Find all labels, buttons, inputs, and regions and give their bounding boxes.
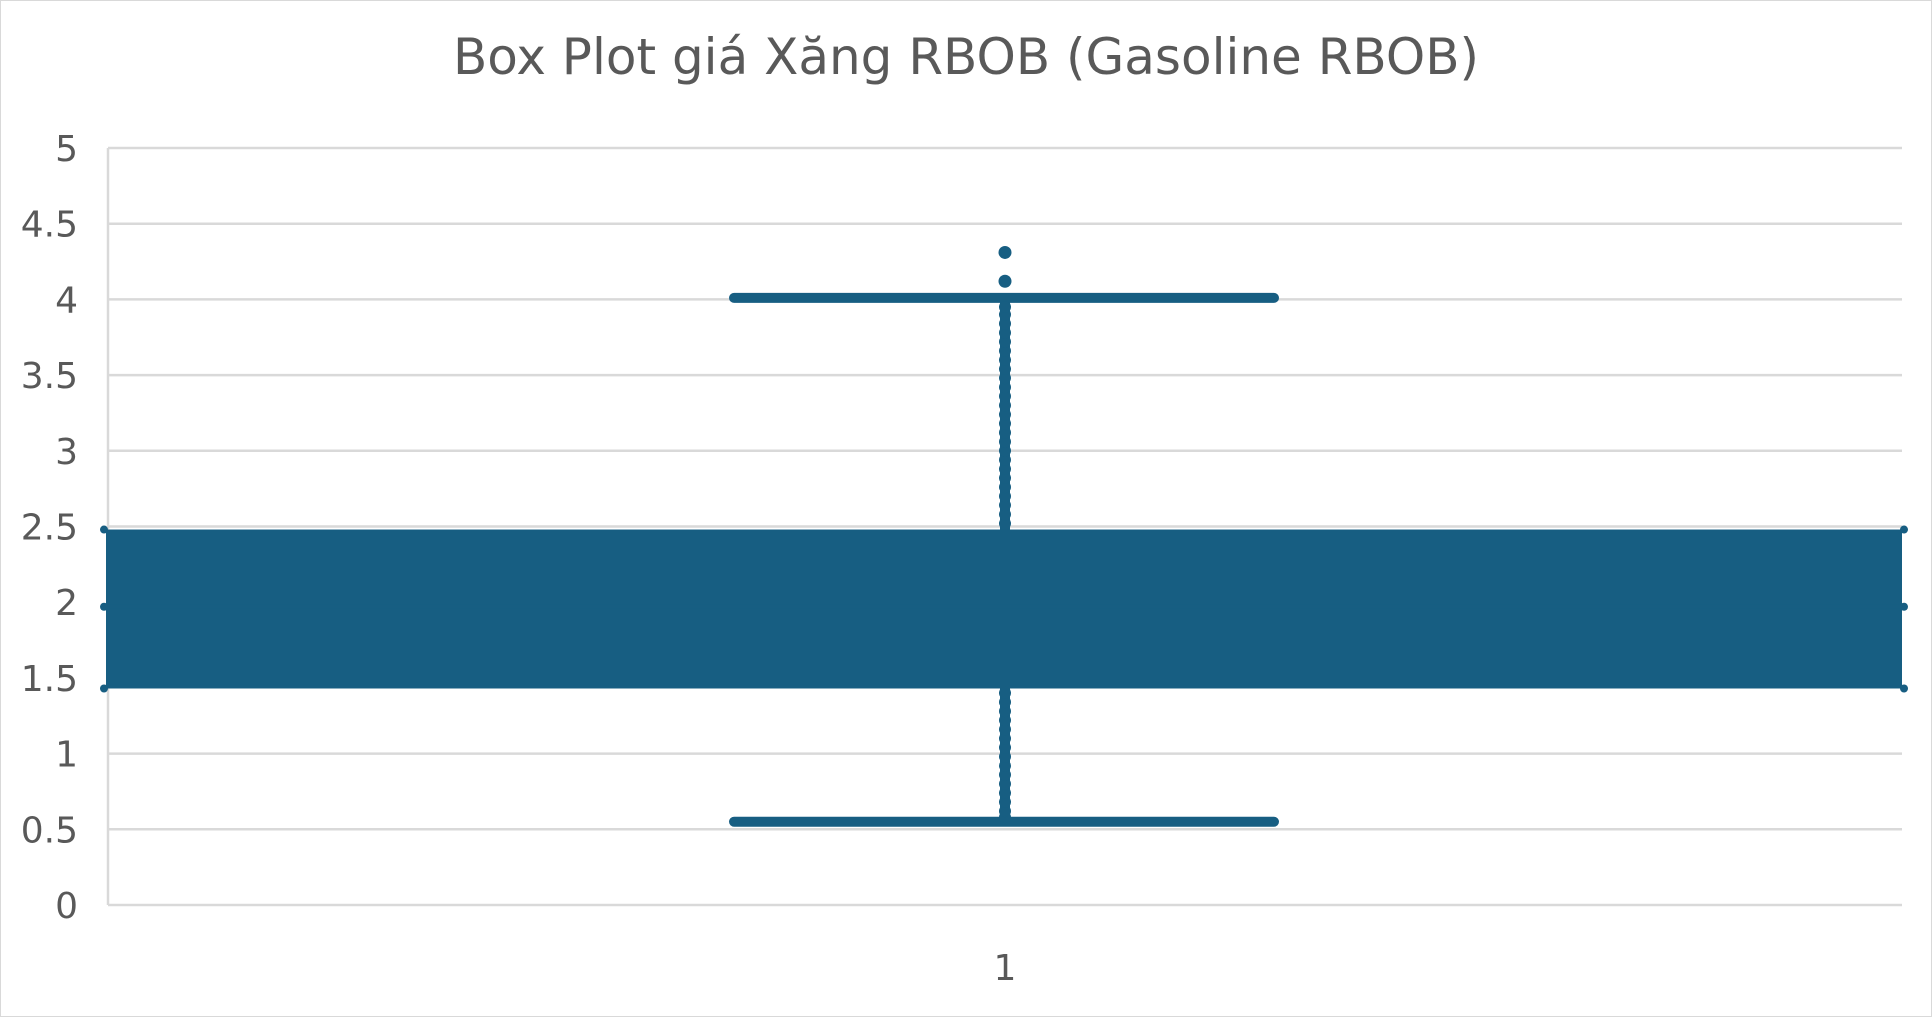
outlier-point (998, 274, 1012, 288)
data-point (999, 705, 1011, 718)
box-edge-marker (1900, 602, 1908, 611)
box-edge-marker (1900, 684, 1908, 693)
data-point (999, 723, 1011, 736)
y-tick-label: 4.5 (21, 205, 78, 246)
data-point (999, 687, 1011, 700)
data-point (999, 499, 1011, 512)
data-point (999, 759, 1011, 772)
data-point (999, 363, 1011, 376)
data-point (999, 390, 1011, 403)
data-point (999, 300, 1011, 313)
data-point (999, 508, 1011, 521)
data-point (999, 796, 1011, 809)
iqr-box (106, 529, 1902, 689)
x-tick-label: 1 (994, 948, 1017, 989)
y-tick-label: 0.5 (21, 810, 78, 851)
data-point (999, 481, 1011, 494)
data-point (999, 408, 1011, 421)
box-edge-marker (1900, 525, 1908, 534)
box-edge-marker (100, 525, 108, 534)
data-point (999, 344, 1011, 357)
data-point (999, 777, 1011, 790)
data-point (999, 453, 1011, 466)
data-point (999, 462, 1011, 475)
box-edge-marker (100, 684, 108, 693)
y-tick-label: 3.5 (21, 356, 78, 397)
data-point (999, 750, 1011, 763)
data-point (999, 335, 1011, 348)
data-point (999, 426, 1011, 439)
y-tick-label: 1.5 (21, 659, 78, 700)
data-point (999, 381, 1011, 394)
data-point (999, 317, 1011, 330)
y-tick-label: 1 (55, 735, 78, 776)
data-point (999, 732, 1011, 745)
y-tick-label: 3 (55, 432, 78, 473)
data-point (999, 353, 1011, 366)
data-point (999, 472, 1011, 485)
data-point (999, 435, 1011, 448)
data-point (999, 741, 1011, 754)
data-point (999, 768, 1011, 781)
y-tick-label: 5 (55, 129, 78, 170)
data-point (999, 805, 1011, 818)
data-point (999, 326, 1011, 339)
data-point (999, 490, 1011, 503)
data-point (999, 372, 1011, 385)
data-point (999, 417, 1011, 430)
data-point (999, 714, 1011, 727)
outlier-point (998, 245, 1012, 259)
data-point (999, 399, 1011, 412)
data-point (999, 444, 1011, 457)
data-point (999, 786, 1011, 799)
chart-title: Box Plot giá Xăng RBOB (Gasoline RBOB) (452, 28, 1480, 86)
data-point (999, 517, 1011, 530)
y-tick-label: 4 (55, 280, 78, 321)
data-point (999, 696, 1011, 709)
y-tick-label: 0 (55, 886, 78, 927)
box-edge-marker (100, 602, 108, 611)
y-tick-label: 2 (55, 583, 78, 624)
y-tick-label: 2.5 (21, 508, 78, 549)
